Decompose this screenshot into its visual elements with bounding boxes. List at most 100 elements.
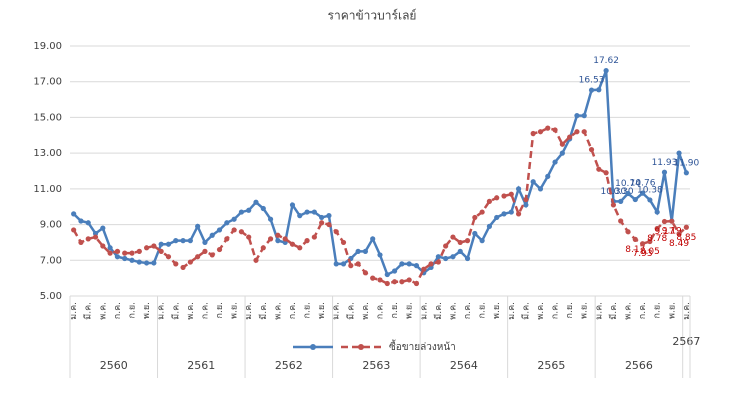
y-tick-label: 15.00	[33, 112, 62, 123]
x-tick-label: ก.ย.	[565, 302, 575, 318]
point	[435, 254, 441, 260]
point	[523, 202, 529, 208]
point	[486, 198, 493, 204]
point	[574, 129, 580, 135]
point	[603, 170, 609, 176]
point	[340, 239, 347, 246]
point	[581, 113, 587, 119]
point	[326, 213, 332, 219]
point	[647, 197, 653, 203]
y-tick-label: 5.00	[40, 291, 62, 302]
x-tick-label: มี.ค.	[433, 302, 444, 320]
point	[625, 229, 631, 235]
x-tick-label: พ.ค.	[361, 302, 371, 320]
point	[136, 248, 142, 254]
value-label: 8.17	[625, 245, 645, 255]
point	[632, 196, 638, 203]
point	[406, 277, 412, 283]
point	[143, 245, 150, 251]
point	[501, 211, 507, 217]
year-label: 2564	[450, 359, 478, 372]
x-tick-label: มี.ค.	[83, 302, 94, 320]
point	[253, 257, 259, 263]
point	[683, 170, 689, 176]
point	[399, 261, 405, 267]
point	[464, 255, 471, 262]
point	[158, 241, 164, 247]
point	[530, 179, 536, 185]
point	[224, 220, 230, 226]
point	[676, 231, 682, 237]
point	[508, 191, 514, 197]
point	[384, 271, 390, 278]
point	[267, 216, 274, 222]
value-label: 10.38	[637, 185, 663, 195]
point	[158, 248, 164, 254]
point	[297, 245, 303, 251]
point	[479, 209, 485, 215]
point	[311, 234, 317, 240]
point	[384, 280, 390, 287]
point	[443, 243, 449, 249]
value-label: 11.93	[652, 158, 678, 168]
point	[129, 250, 135, 256]
x-tick-label: ก.ค.	[638, 302, 648, 319]
point	[260, 245, 266, 251]
value-label: 7.93	[633, 249, 653, 259]
point	[231, 216, 237, 222]
point	[421, 266, 427, 272]
x-tick-label: พ.ย.	[667, 302, 677, 319]
point	[523, 196, 529, 203]
y-tick-label: 19.00	[33, 41, 62, 52]
year-label: 2567	[672, 335, 700, 348]
point	[180, 264, 186, 271]
point	[632, 236, 638, 242]
point	[253, 199, 259, 205]
point	[304, 209, 310, 215]
point	[391, 268, 398, 274]
point	[515, 186, 522, 192]
point	[297, 213, 303, 219]
point	[457, 239, 463, 246]
x-tick-label: พ.ย.	[580, 302, 590, 319]
point	[136, 259, 142, 265]
point	[559, 141, 565, 147]
point	[413, 280, 420, 287]
point	[216, 246, 223, 253]
point	[92, 230, 99, 237]
x-tick-label: พ.ย.	[492, 302, 502, 319]
x-tick-label: พ.ย.	[230, 302, 240, 319]
point	[574, 113, 580, 119]
point	[165, 241, 172, 247]
point	[165, 254, 172, 260]
point	[370, 275, 376, 281]
point	[231, 227, 237, 233]
point	[202, 239, 208, 246]
x-tick-label: ก.ย.	[478, 302, 488, 318]
legend-marker	[358, 344, 364, 350]
point	[202, 248, 208, 254]
x-tick-label: พ.ค.	[448, 302, 458, 320]
x-tick-label: ม.ค.	[332, 302, 342, 320]
value-label: 17.62	[593, 56, 619, 66]
point	[479, 238, 485, 244]
point	[78, 239, 84, 246]
value-label: 9.19	[662, 227, 682, 237]
point	[187, 238, 193, 244]
y-tick-label: 13.00	[33, 148, 62, 159]
point	[78, 218, 84, 224]
legend-label: ซื้อขายล่วงหน้า	[389, 339, 456, 353]
point	[537, 129, 544, 135]
point	[238, 209, 245, 215]
point	[173, 261, 179, 267]
point	[377, 252, 383, 258]
point	[282, 236, 288, 242]
value-label: 8.78	[647, 234, 667, 244]
point	[537, 186, 544, 192]
x-tick-label: มี.ค.	[345, 302, 356, 320]
point	[114, 248, 121, 254]
point	[180, 238, 186, 244]
point	[267, 236, 274, 242]
year-label: 2562	[275, 359, 303, 372]
